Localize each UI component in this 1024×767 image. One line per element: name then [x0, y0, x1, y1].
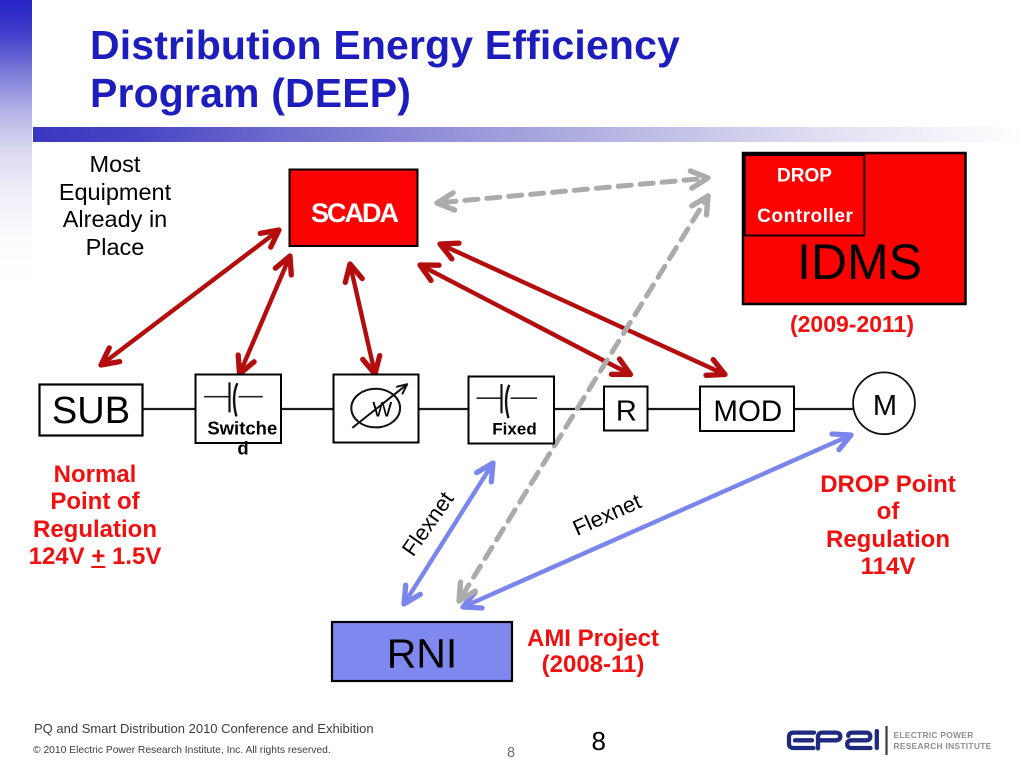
svg-text:IDMS: IDMS	[797, 234, 922, 290]
svg-text:R: R	[616, 396, 637, 428]
svg-text:SCADA: SCADA	[311, 198, 399, 228]
svg-text:SUB: SUB	[52, 390, 130, 432]
svg-text:RNI: RNI	[387, 631, 458, 677]
svg-text:Switche: Switche	[207, 418, 277, 439]
svg-text:DROP: DROP	[777, 166, 832, 187]
svg-text:W: W	[372, 399, 392, 422]
svg-text:Controller: Controller	[757, 206, 853, 227]
svg-text:d: d	[237, 438, 248, 459]
svg-text:M: M	[873, 390, 897, 422]
svg-text:Fixed: Fixed	[492, 420, 536, 439]
svg-text:MOD: MOD	[713, 395, 782, 428]
